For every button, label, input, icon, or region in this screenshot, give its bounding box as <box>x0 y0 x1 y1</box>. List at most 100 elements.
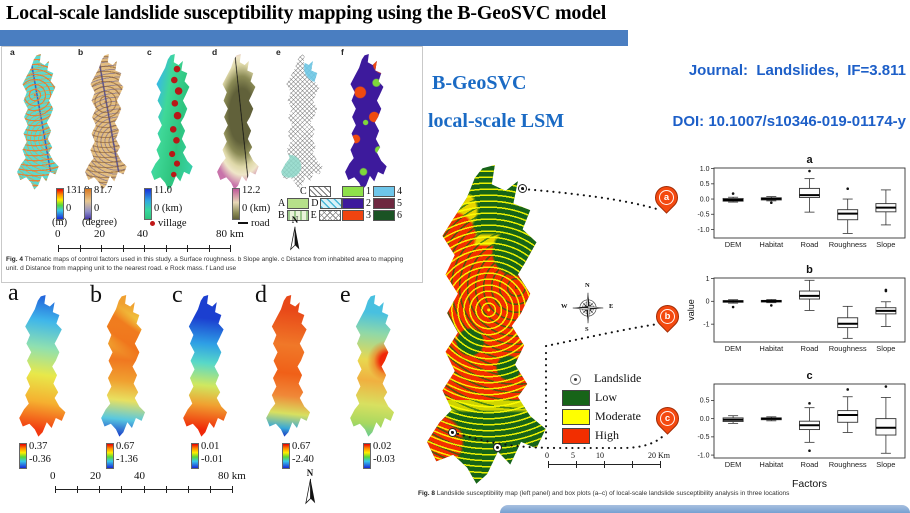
svg-text:c: c <box>806 370 812 382</box>
svg-text:Slope: Slope <box>876 240 895 249</box>
svc-map-b <box>101 295 146 437</box>
svc-map-e <box>350 295 395 437</box>
svg-text:0.0: 0.0 <box>700 196 710 203</box>
svg-text:Roughness: Roughness <box>829 460 867 469</box>
fig4-map-b-label: b <box>78 47 84 57</box>
svc-cb-d-max: 0.67 <box>292 441 311 452</box>
fig4-map-d-label: d <box>212 47 218 57</box>
svg-text:1: 1 <box>706 276 710 283</box>
svc-map-c <box>183 295 228 437</box>
map-pin-a: a <box>650 181 683 214</box>
compass-s: S <box>585 326 589 333</box>
legend-low-swatch <box>562 390 590 406</box>
landuse-row-2-5: 2 5 <box>342 198 402 209</box>
svc-map-a <box>19 295 66 437</box>
landuse-5-swatch <box>373 198 395 209</box>
svc-map-d-label: d <box>255 282 267 308</box>
rock-a-swatch <box>287 198 310 209</box>
fig4-scale-40: 40 <box>137 228 148 240</box>
svg-text:0.5: 0.5 <box>700 181 710 188</box>
svc-cb-a-max: 0.37 <box>29 441 48 452</box>
fig4-scale-bar <box>58 245 231 252</box>
fig4-cb-b-min: 0 <box>94 203 100 214</box>
svc-cb-e-min: -0.03 <box>373 454 395 465</box>
rock-legend-row-be: B E <box>278 210 341 221</box>
svg-text:1.0: 1.0 <box>700 166 710 173</box>
fig4-colorbar-b <box>84 188 92 220</box>
svc-north-label: N <box>306 468 314 478</box>
landuse-row-3-6: 3 6 <box>342 210 402 221</box>
svg-text:-1.0: -1.0 <box>697 452 709 459</box>
fig4-scale-0: 0 <box>55 228 61 240</box>
rock-c-swatch <box>308 186 331 197</box>
svc-cb-a-min: -0.36 <box>29 454 51 465</box>
fig8-caption: Fig. 8 Landslide susceptibility map (lef… <box>418 490 904 499</box>
svc-north-arrow: N <box>302 468 318 508</box>
svc-colorbar-d <box>282 443 290 469</box>
fig4-road-legend: road <box>238 218 270 229</box>
fig4-map-e-label: e <box>276 47 281 57</box>
svg-text:Habitat: Habitat <box>759 460 784 469</box>
svc-map-a-label: a <box>8 280 19 306</box>
landslide-marker-3 <box>493 443 502 452</box>
fig4-village-legend: village <box>150 218 187 229</box>
fig4-cb-b-unit: (degree) <box>82 217 117 228</box>
legend-high-swatch <box>562 428 590 444</box>
rock-b-label: B <box>278 210 285 221</box>
svg-text:b: b <box>806 264 813 276</box>
fig8-caption-tag: Fig. 8 <box>418 490 435 497</box>
svc-map-d <box>266 295 311 437</box>
rock-legend-row-ad: A D <box>278 198 343 209</box>
keyword-lsm: local-scale LSM <box>428 110 565 132</box>
svc-colorbar-a <box>19 443 27 469</box>
fig4-caption: Fig. 4 Thematic maps of control factors … <box>6 256 416 273</box>
landslide-marker-2 <box>448 428 457 437</box>
fig8-caption-text: Landslide susceptibility map (left panel… <box>436 490 790 497</box>
legend-high-label: High <box>595 428 619 442</box>
svc-scale-80: 80 km <box>218 470 246 482</box>
svg-text:Roughness: Roughness <box>829 344 867 353</box>
fig4-map-a-label: a <box>10 47 15 57</box>
fig4-map-f-label: f <box>341 47 344 57</box>
svg-text:Slope: Slope <box>876 344 895 353</box>
fig8-scale-20: 20 Km <box>648 451 670 460</box>
landuse-6-label: 6 <box>397 210 402 221</box>
fig4-caption-text: Thematic maps of control factors used in… <box>6 256 404 272</box>
svg-text:Road: Road <box>801 344 819 353</box>
svc-map-b-label: b <box>90 282 102 308</box>
fig8-scale-0: 0 <box>545 451 549 460</box>
fig8-scale-10: 10 <box>596 451 604 460</box>
fig4-cb-b-max: 81.7 <box>94 185 113 196</box>
svc-map-c-label: c <box>172 282 183 308</box>
road-line-icon <box>238 222 248 224</box>
svg-text:0.5: 0.5 <box>700 398 710 405</box>
svc-scale-bar <box>55 486 233 493</box>
landslide-legend-label: Landslide <box>594 371 642 385</box>
legend-moderate-label: Moderate <box>595 409 641 423</box>
svc-colorbar-e <box>363 443 371 469</box>
doi-line: DOI: 10.1007/s10346-019-01174-y <box>672 113 906 130</box>
fig4-cb-d-max: 12.2 <box>242 185 261 196</box>
connector-a <box>521 187 662 212</box>
landuse-4-swatch <box>373 186 395 197</box>
svg-text:value: value <box>686 299 696 321</box>
svc-cb-e-max: 0.02 <box>373 441 392 452</box>
landuse-row-1-4: 1 4 <box>342 186 402 197</box>
pin-a-label: a <box>659 190 674 205</box>
north-arrow-icon <box>304 478 315 505</box>
fig4-scale-80: 80 km <box>216 228 244 240</box>
svg-text:a: a <box>806 154 813 166</box>
village-label: village <box>158 218 187 229</box>
svg-text:-1: -1 <box>703 321 709 328</box>
legend-moderate-swatch <box>562 409 590 425</box>
svg-text:DEM: DEM <box>725 240 742 249</box>
boxplot-c: c 0.5 0.0 -0.5 -1.0 DEM Habitat Road Roughness Sl… <box>686 368 910 497</box>
svg-text:Habitat: Habitat <box>759 240 784 249</box>
fig4-colorbar-d <box>232 188 240 220</box>
fig4-colorbar-c <box>144 188 152 220</box>
landuse-1-label: 1 <box>366 186 371 197</box>
fig4-map-c-label: c <box>147 47 152 57</box>
compass-e: E <box>609 303 614 310</box>
fig4-cb-a-min: 0 <box>66 203 72 214</box>
pin-b-label: b <box>660 309 675 324</box>
